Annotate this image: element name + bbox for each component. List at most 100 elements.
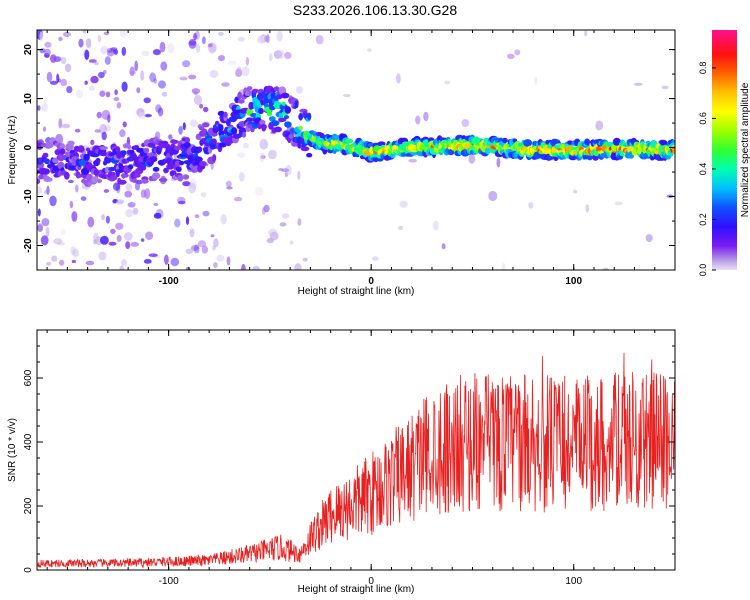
spectrogram-noise-blob	[182, 60, 191, 68]
spectrogram-noise-blob	[85, 260, 95, 266]
spectrogram-noise-blob	[161, 91, 168, 97]
spectrogram-ridge-blob	[163, 167, 169, 174]
spectrogram-noise-blob	[284, 172, 288, 178]
spectrogram-noise-blob	[213, 238, 219, 248]
spectrogram-ridge-blob	[120, 173, 129, 178]
spectrogram-noise-blob	[140, 238, 145, 242]
spectrogram-noise-blob	[43, 48, 51, 56]
spectrogram-noise-blob	[257, 35, 266, 44]
spectrogram-noise-blob	[297, 170, 301, 180]
spectrogram-noise-blob	[185, 216, 190, 226]
spectrogram-noise-blob	[39, 31, 44, 42]
spectrogram-noise-blob	[276, 31, 283, 42]
spectrogram-ridge-blob	[174, 160, 181, 167]
spectrogram-ridge-blob	[261, 123, 267, 132]
spectrogram-noise-blob	[85, 38, 92, 49]
spectrogram-ridge-blob	[237, 99, 245, 104]
spectrogram-noise-blob	[42, 126, 47, 132]
spectrogram-noise-blob	[119, 30, 128, 38]
colorbar-tick-label: 0.6	[698, 112, 708, 125]
spectrogram-noise-blob	[268, 228, 278, 237]
spectrogram-ridge-blob	[117, 179, 127, 185]
spectrogram-noise-blob	[254, 186, 264, 196]
spectrogram-noise-blob	[46, 185, 50, 195]
spectrogram-noise-blob	[103, 31, 110, 36]
spectrogram-ridge-blob	[77, 145, 85, 153]
spectrogram-noise-blob	[185, 248, 194, 254]
spectrogram-noise-blob	[645, 234, 653, 243]
spectrogram-noise-blob	[110, 228, 116, 235]
spectrogram-noise-blob	[236, 152, 246, 159]
spectrogram-ridge-blob	[175, 166, 182, 173]
spectrogram-noise-blob	[58, 118, 63, 129]
spectrogram-noise-blob	[110, 47, 118, 51]
spectrogram-ridge-blob	[182, 174, 190, 180]
spectrogram-noise-blob	[37, 208, 41, 217]
spectrogram-noise-blob	[281, 213, 290, 219]
spectrogram-ridge-blob	[193, 161, 202, 166]
spectrogram-ridge-blob	[43, 177, 53, 182]
spectrogram-noise-blob	[136, 87, 141, 94]
spectrogram-noise-blob	[93, 232, 99, 244]
spectrogram-noise-blob	[174, 218, 181, 228]
spectrogram-noise-blob	[441, 243, 446, 250]
spectrogram-noise-blob	[584, 30, 588, 37]
spectrogram-ridge-blob	[83, 153, 90, 161]
spectrogram-noise-blob	[40, 235, 49, 246]
spectrogram-noise-blob	[125, 241, 131, 250]
spectrogram-noise-blob	[125, 183, 133, 192]
spectrogram-ridge-blob	[274, 126, 282, 133]
spectrogram-noise-blob	[233, 197, 243, 202]
spectrogram-noise-blob	[100, 235, 109, 245]
spectrogram-ridge-blob	[237, 91, 243, 100]
spectrogram-noise-blob	[315, 34, 324, 45]
spectrogram-noise-blob	[108, 241, 117, 246]
spectrogram-noise-blob	[264, 35, 270, 42]
spectrogram-noise-blob	[188, 74, 197, 80]
spectrogram-ridge-blob	[270, 120, 280, 126]
y-tick-label: 200	[23, 497, 34, 514]
spectrogram-noise-blob	[218, 55, 225, 62]
spectrogram-ridge-blob	[149, 156, 158, 163]
spectrogram-noise-blob	[242, 142, 249, 149]
spectrogram-ridge-blob	[502, 137, 508, 144]
spectrogram-ridge-blob	[218, 142, 227, 148]
spectrogram-noise-blob	[273, 50, 283, 59]
spectrogram-noise-blob	[122, 121, 127, 128]
spectrogram-ridge-blob	[181, 150, 188, 155]
colorbar-label: Normalized spectral amplitude	[740, 82, 750, 217]
spectrogram-noise-blob	[98, 251, 107, 261]
spectrogram-noise-blob	[45, 226, 50, 237]
spectrogram-ridge-blob	[42, 152, 49, 158]
spectrogram-ridge-blob	[46, 142, 54, 148]
x-tick-label: 0	[368, 276, 374, 287]
spectrogram-noise-blob	[195, 44, 201, 53]
spectrogram-ridge-blob	[197, 146, 203, 153]
y-tick-label: -20	[23, 238, 34, 253]
spectrogram-noise-blob	[193, 94, 202, 105]
x-tick-label: 0	[368, 576, 374, 587]
spectrogram-noise-blob	[144, 114, 152, 118]
spectrogram-noise-blob	[237, 36, 245, 42]
spectrogram-noise-blob	[468, 154, 476, 164]
spectrogram-noise-blob	[44, 41, 52, 48]
spectrogram-ridge-blob	[307, 112, 312, 121]
y-tick-label: -10	[23, 189, 34, 204]
spectrogram-noise-blob	[514, 49, 521, 56]
spectrogram-ridge-blob	[76, 173, 83, 178]
spectrogram-noise-blob	[179, 76, 188, 81]
spectrogram-ridge-blob	[41, 168, 50, 175]
spectrogram-noise-blob	[60, 78, 68, 87]
spectrogram-ridge-blob	[37, 178, 41, 185]
spectrogram-noise-blob	[55, 237, 60, 245]
spectrogram-ridge-blob	[152, 166, 160, 172]
spectrogram-ridge-blob	[306, 152, 313, 158]
spectrogram-noise-blob	[53, 238, 63, 245]
spectrogram-ridge-blob	[57, 153, 65, 162]
spectrogram-noise-blob	[94, 61, 99, 66]
spectrogram-noise-blob	[167, 43, 175, 53]
spectrogram-noise-blob	[396, 73, 401, 84]
spectrogram-noise-blob	[297, 218, 302, 226]
spectrogram-noise-blob	[84, 80, 88, 85]
